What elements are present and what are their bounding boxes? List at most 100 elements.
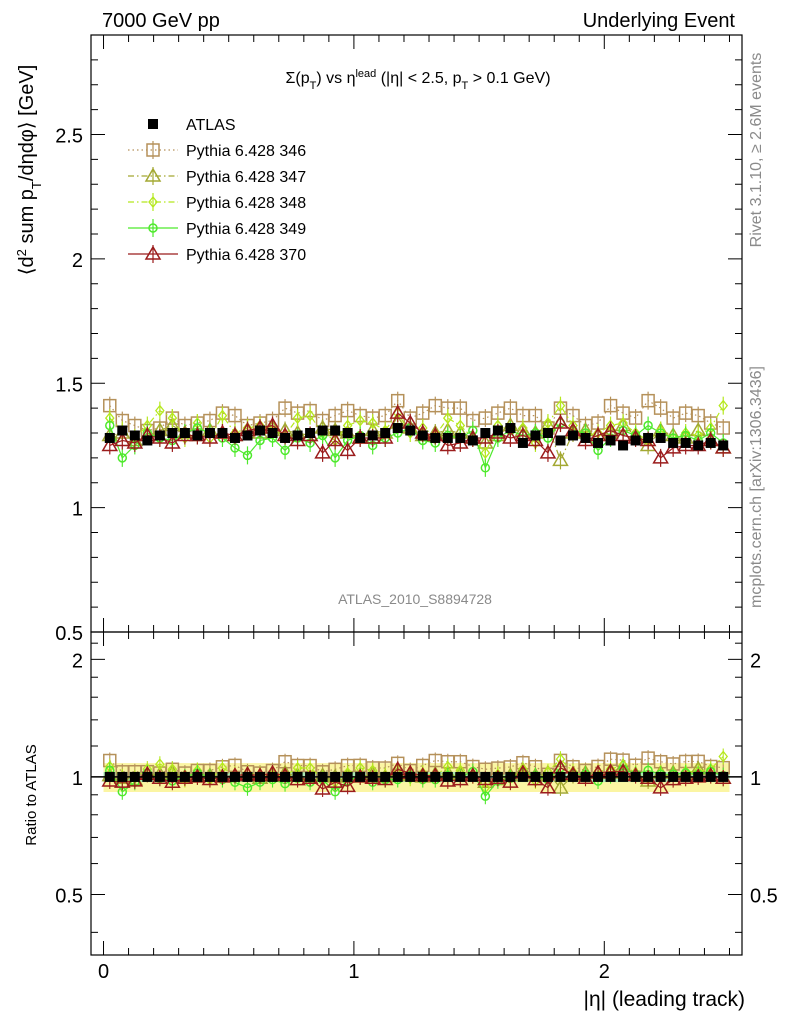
data-point [179,428,190,438]
data-point [339,777,356,793]
main-y-tick-label: 1.5 [55,374,83,396]
x-tick-label: 0 [98,961,109,983]
data-point [389,404,407,419]
data-point [367,417,378,430]
data-point [326,431,344,447]
data-point [367,430,378,441]
data-point [603,398,618,413]
data-point [217,409,228,422]
data-point [154,430,165,441]
process-label: Underlying Event [583,10,736,32]
data-point [652,449,669,464]
data-point [204,428,215,438]
data-point [314,444,331,459]
data-point [528,408,543,423]
legend-marker [148,195,158,209]
ratio-panel-frame [90,631,743,956]
series-line [109,399,724,432]
data-point [502,429,519,444]
data-point [167,428,178,438]
data-point [101,436,119,452]
ratio-panel-marks [91,748,742,805]
main-y-tick-label: 2 [72,250,83,272]
ratio-y-tick-label-right: 0.5 [750,886,778,908]
data-point [242,783,253,793]
data-point [330,453,340,463]
data-point [605,435,616,446]
main-y-tick-label: 0.5 [55,623,83,645]
data-point [167,412,178,425]
data-point [542,428,553,438]
legend-label: ATLAS [186,117,236,134]
main-y-axis-label: ⟨d2 sum pT/dηdφ⟩ [GeV] [14,65,44,276]
main-y-tick-label: 2.5 [55,126,83,148]
data-point [442,432,453,443]
legend-label: Pythia 6.428 346 [186,143,306,160]
main-panel-marks [101,391,732,477]
data-point [242,430,253,441]
data-point [653,401,668,415]
energy-label: 7000 GeV pp [102,10,220,32]
data-point [229,432,240,443]
data-point [380,428,391,438]
ratio-y-tick-label: 1 [72,768,83,790]
data-point [505,423,516,434]
x-tick-label: 2 [599,961,610,983]
data-point [718,399,729,412]
data-point [280,445,290,456]
data-point [480,791,491,802]
analysis-id-label: ATLAS_2010_S8894728 [338,591,492,607]
data-point [467,435,478,446]
data-point [142,435,153,446]
data-point [555,435,566,446]
data-point [517,437,528,448]
legend-marker [148,223,158,233]
data-point [718,750,729,763]
mcplots-label: mcplots.cern.ch [arXiv:1306.3436] [748,366,765,608]
data-point [155,758,165,771]
data-point [480,463,491,473]
data-point [693,440,704,451]
ratio-y-tick-label-right: 2 [750,650,761,672]
data-point [192,430,203,441]
data-point [567,430,578,441]
data-point [280,432,291,443]
data-point [155,404,165,417]
legend-entry: ATLAS [148,117,236,134]
data-point [129,430,140,441]
legend-marker [146,143,160,157]
data-point [480,446,491,459]
legend-marker [144,167,162,182]
rivet-label: Rivet 3.1.10, ≥ 2.6M events [748,53,765,248]
data-point [405,425,416,436]
data-point [643,432,654,443]
axes-frame: 0.5 1 1.5 2 2.5 0.5 0.5 1 1 2 2 0 1 2 [55,34,778,983]
data-point [292,412,303,425]
series-0-main [104,423,729,451]
ratio-y-tick-label: 2 [72,650,83,672]
data-point [217,428,228,438]
data-point [228,408,242,423]
ratio-y-tick-label: 0.5 [55,886,83,908]
data-point [480,428,491,438]
data-point [392,423,403,434]
data-point [580,432,591,443]
data-point [292,430,303,441]
data-point [552,779,569,794]
legend-entry: Pythia 6.428 347 [128,167,306,186]
legend: ATLAS Pythia 6.428 346 Pythia 6.428 347 Pyt… [128,117,306,264]
data-point [430,432,441,443]
data-point [668,437,679,448]
data-point [503,401,518,415]
legend-entry: Pythia 6.428 348 [128,193,306,212]
data-point [539,444,557,459]
data-point [442,412,453,425]
legend-entry: Pythia 6.428 370 [128,245,306,264]
ratio-y-axis-label: Ratio to ATLAS [23,744,40,845]
data-point [643,420,653,431]
data-point [705,437,716,448]
data-point [552,451,569,467]
data-point [104,432,115,443]
data-point [530,430,541,441]
data-point [305,409,315,422]
